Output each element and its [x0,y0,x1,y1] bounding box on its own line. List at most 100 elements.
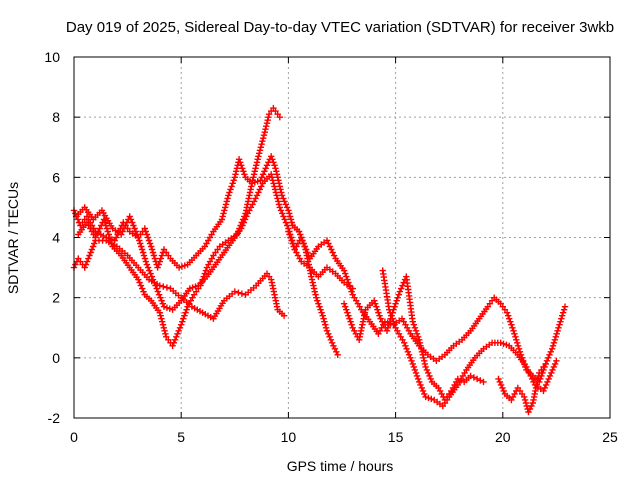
data-point [151,255,159,262]
data-point [322,321,329,328]
data-point [142,228,149,235]
data-point [348,321,355,328]
data-point [238,290,246,297]
data-point [509,324,516,331]
x-tick-label: 5 [177,429,185,445]
data-point [160,324,167,331]
data-point [240,168,247,175]
data-point [371,297,378,304]
x-tick-label: 20 [495,429,511,445]
data-point [154,264,161,271]
data-point [419,387,427,395]
data-point [161,327,168,334]
data-point [160,303,168,310]
data-point [258,174,265,181]
data-point [343,306,350,313]
data-point [86,252,93,259]
data-point [285,228,292,235]
data-point [274,195,281,202]
data-point [129,219,136,226]
data-point [130,222,137,229]
data-point [402,342,409,349]
data-point [409,318,416,325]
data-point [333,348,340,355]
data-point [105,231,112,238]
y-axis-label: SDTVAR / TECUs [5,182,21,294]
data-point [322,324,330,331]
data-point [546,351,553,358]
data-point [508,321,515,328]
data-point [269,177,276,184]
data-point [340,300,348,307]
data-point [72,261,79,268]
data-point [542,381,550,389]
grid-lines [74,57,610,418]
data-point [286,213,294,220]
data-point [253,192,261,199]
data-point [376,312,383,319]
data-point [521,396,529,404]
data-point [299,237,306,244]
data-point [277,207,285,214]
data-point [256,147,264,154]
data-point [521,393,528,401]
data-point [139,249,147,256]
data-point [514,339,521,346]
data-point [144,234,152,241]
data-point [556,321,563,328]
data-point [423,366,431,374]
x-tick-label: 15 [388,429,404,445]
data-point [159,321,167,328]
data-point [477,377,484,384]
data-point [385,321,393,328]
data-point [138,243,145,250]
data-point [546,372,554,380]
data-point [547,348,554,355]
data-point [237,159,244,166]
data-point [392,300,399,307]
data-point [467,372,474,380]
data-point [220,210,227,217]
data-point [158,297,165,304]
data-point [418,348,426,355]
data-point [280,195,287,202]
data-point [297,231,304,238]
series-trace-4 [70,237,288,322]
data-point [233,231,241,238]
data-point [427,375,434,383]
data-point [559,309,567,316]
data-point [133,231,141,238]
data-point [122,222,129,229]
data-point [237,222,244,229]
data-point [319,312,326,319]
data-point [540,387,547,395]
y-tick-label: -2 [48,410,61,426]
data-point [554,327,561,334]
data-point [550,363,557,371]
data-point [106,234,113,241]
data-point [412,327,420,334]
y-tick-label: 4 [52,230,60,246]
data-point [545,354,552,361]
data-point [328,339,336,346]
data-point [303,246,310,253]
data-point [146,267,153,274]
data-point [510,327,517,334]
data-point [394,294,401,301]
data-point [230,177,237,184]
data-point [135,276,142,283]
data-point [559,312,566,319]
data-point [138,246,146,253]
data-point [315,300,322,307]
axis-ticks: 0 5 10 15 20 25 -2 0 2 4 6 8 10 [44,49,618,445]
data-point [525,408,532,416]
data-point [276,204,283,211]
data-point [314,297,321,304]
data-point [261,168,268,175]
data-point [418,384,425,392]
data-point [273,192,280,199]
data-point [281,198,288,205]
data-point [227,186,234,193]
data-point [313,294,320,301]
